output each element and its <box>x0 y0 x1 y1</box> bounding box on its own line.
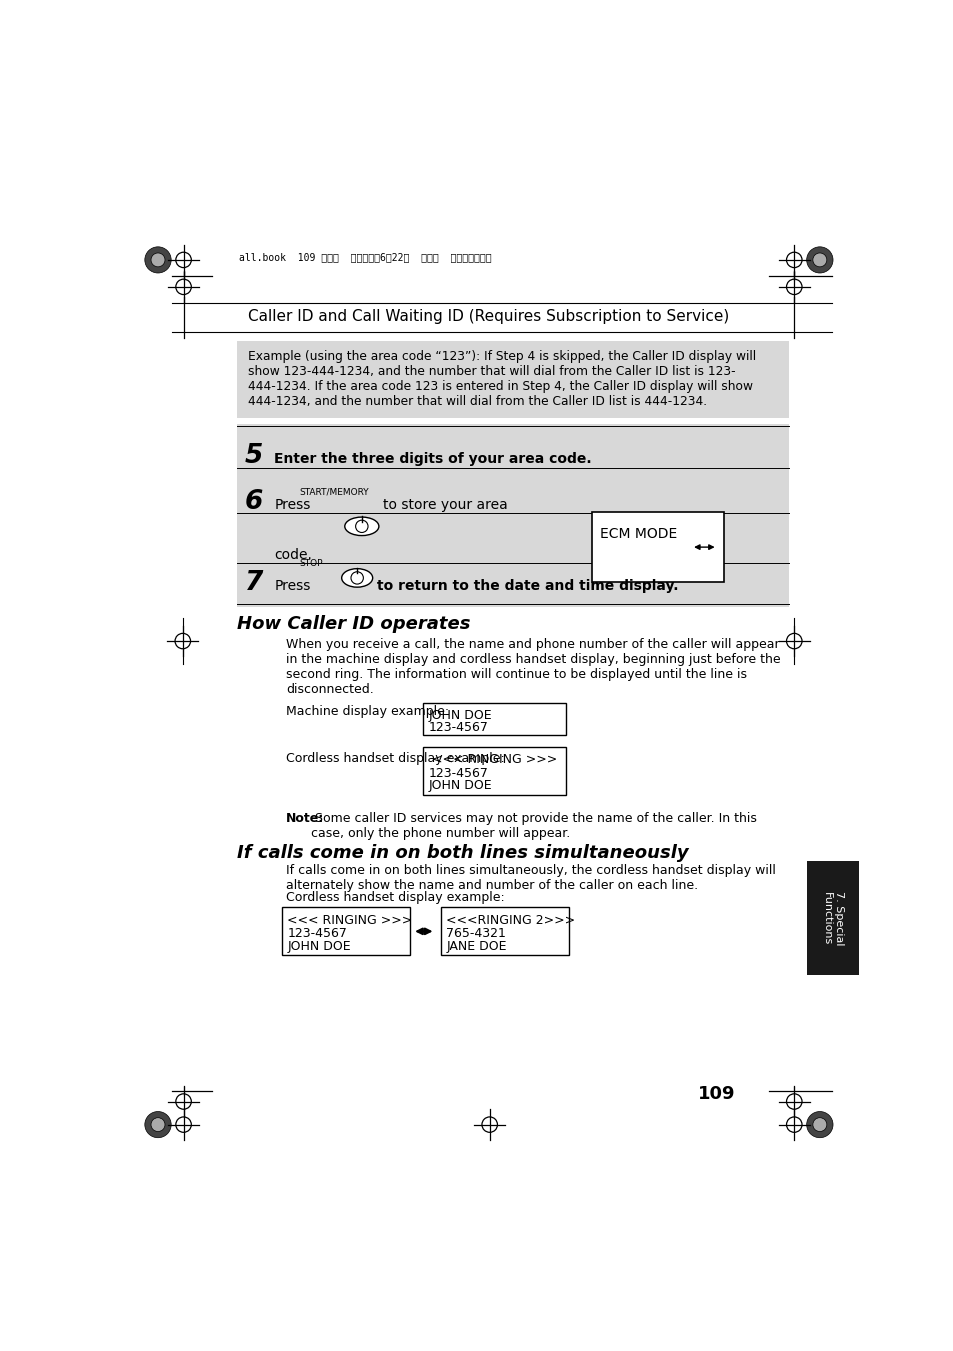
Circle shape <box>806 1112 832 1138</box>
Text: all.book  109 ページ  ２００４年6月22日  火曜日  午後１２晎１分: all.book 109 ページ ２００４年6月22日 火曜日 午後１２晎１分 <box>239 253 492 262</box>
Text: 123-4567: 123-4567 <box>428 721 488 734</box>
Text: <<< RINGING >>>: <<< RINGING >>> <box>287 913 413 927</box>
Text: Press: Press <box>274 580 311 593</box>
FancyBboxPatch shape <box>236 424 788 607</box>
Text: Enter the three digits of your area code.: Enter the three digits of your area code… <box>274 453 591 466</box>
Ellipse shape <box>341 569 373 588</box>
Text: How Caller ID operates: How Caller ID operates <box>236 615 470 632</box>
Ellipse shape <box>344 517 378 535</box>
FancyBboxPatch shape <box>440 908 568 955</box>
Text: code.: code. <box>274 549 312 562</box>
FancyBboxPatch shape <box>236 340 788 417</box>
Text: 5: 5 <box>245 443 263 469</box>
Text: 7: 7 <box>245 570 263 596</box>
Text: <<< RINGING >>>: <<< RINGING >>> <box>432 754 557 766</box>
Text: Caller ID and Call Waiting ID (Requires Subscription to Service): Caller ID and Call Waiting ID (Requires … <box>248 308 729 324</box>
Text: JOHN DOE: JOHN DOE <box>287 940 351 952</box>
Circle shape <box>151 1117 165 1132</box>
Circle shape <box>806 247 832 273</box>
Text: to store your area: to store your area <box>382 497 507 512</box>
Text: If calls come in on both lines simultaneously, the cordless handset display will: If calls come in on both lines simultane… <box>286 865 775 893</box>
Text: Some caller ID services may not provide the name of the caller. In this
case, on: Some caller ID services may not provide … <box>311 812 756 840</box>
Circle shape <box>812 1117 826 1132</box>
Text: 6: 6 <box>245 489 263 515</box>
Text: 7. Special
Functions: 7. Special Functions <box>821 892 843 946</box>
Text: 765-4321: 765-4321 <box>446 927 506 940</box>
FancyBboxPatch shape <box>422 747 566 794</box>
FancyBboxPatch shape <box>282 908 410 955</box>
Text: <<<RINGING 2>>>: <<<RINGING 2>>> <box>446 913 575 927</box>
Text: 123-4567: 123-4567 <box>287 927 347 940</box>
Text: JANE DOE: JANE DOE <box>446 940 506 952</box>
Text: When you receive a call, the name and phone number of the caller will appear
in : When you receive a call, the name and ph… <box>286 638 780 696</box>
Circle shape <box>151 253 165 267</box>
Text: If calls come in on both lines simultaneously: If calls come in on both lines simultane… <box>236 843 688 862</box>
Text: Example (using the area code “123”): If Step 4 is skipped, the Caller ID display: Example (using the area code “123”): If … <box>248 350 755 408</box>
Text: JOHN DOE: JOHN DOE <box>428 709 492 721</box>
Text: STOP: STOP <box>298 559 322 567</box>
Text: to return to the date and time display.: to return to the date and time display. <box>376 580 678 593</box>
Text: Cordless handset display example:: Cordless handset display example: <box>286 890 504 904</box>
Text: 109: 109 <box>698 1085 735 1102</box>
Circle shape <box>812 253 826 267</box>
FancyBboxPatch shape <box>806 862 858 975</box>
Circle shape <box>145 1112 171 1138</box>
FancyBboxPatch shape <box>422 703 566 735</box>
Text: Press: Press <box>274 497 311 512</box>
Text: 123-4567: 123-4567 <box>428 766 488 780</box>
Text: START/MEMORY: START/MEMORY <box>298 488 368 496</box>
Circle shape <box>145 247 171 273</box>
Text: ECM MODE: ECM MODE <box>599 527 677 540</box>
FancyBboxPatch shape <box>592 512 723 582</box>
Text: Machine display example:: Machine display example: <box>286 705 449 719</box>
Text: Cordless handset display example:: Cordless handset display example: <box>286 751 504 765</box>
Text: Note:: Note: <box>286 812 324 825</box>
Text: JOHN DOE: JOHN DOE <box>428 780 492 792</box>
